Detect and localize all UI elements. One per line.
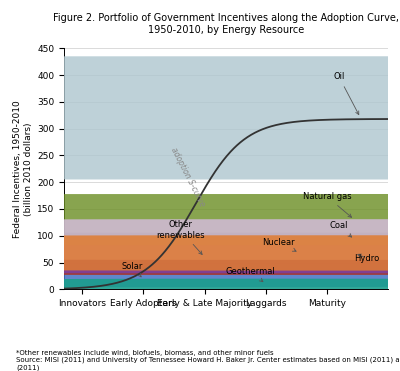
- Text: Figure 2. Portfolio of Government Incentives along the Adoption Curve,
1950-2010: Figure 2. Portfolio of Government Incent…: [53, 13, 399, 35]
- Text: Hydro: Hydro: [354, 254, 379, 263]
- Circle shape: [0, 240, 400, 275]
- Circle shape: [0, 219, 400, 260]
- Circle shape: [0, 279, 400, 289]
- Text: Natural gas: Natural gas: [302, 192, 352, 217]
- Text: Nuclear: Nuclear: [262, 237, 296, 251]
- Text: *Other renewables include wind, biofuels, biomass, and other minor fuels
Source:: *Other renewables include wind, biofuels…: [16, 349, 400, 371]
- Text: adoption S-curve: adoption S-curve: [169, 146, 206, 208]
- Text: Solar: Solar: [122, 262, 143, 277]
- Circle shape: [0, 235, 400, 270]
- Circle shape: [0, 272, 400, 287]
- Text: Geothermal: Geothermal: [226, 267, 275, 282]
- Text: Coal: Coal: [330, 221, 352, 237]
- Circle shape: [0, 194, 400, 246]
- Circle shape: [0, 233, 400, 273]
- Text: Oil: Oil: [334, 72, 359, 115]
- Y-axis label: Federal Incentives, 1950-2010
(billion 2010 dollars): Federal Incentives, 1950-2010 (billion 2…: [14, 100, 33, 238]
- Text: Other
renewables: Other renewables: [156, 220, 204, 255]
- Circle shape: [0, 56, 400, 180]
